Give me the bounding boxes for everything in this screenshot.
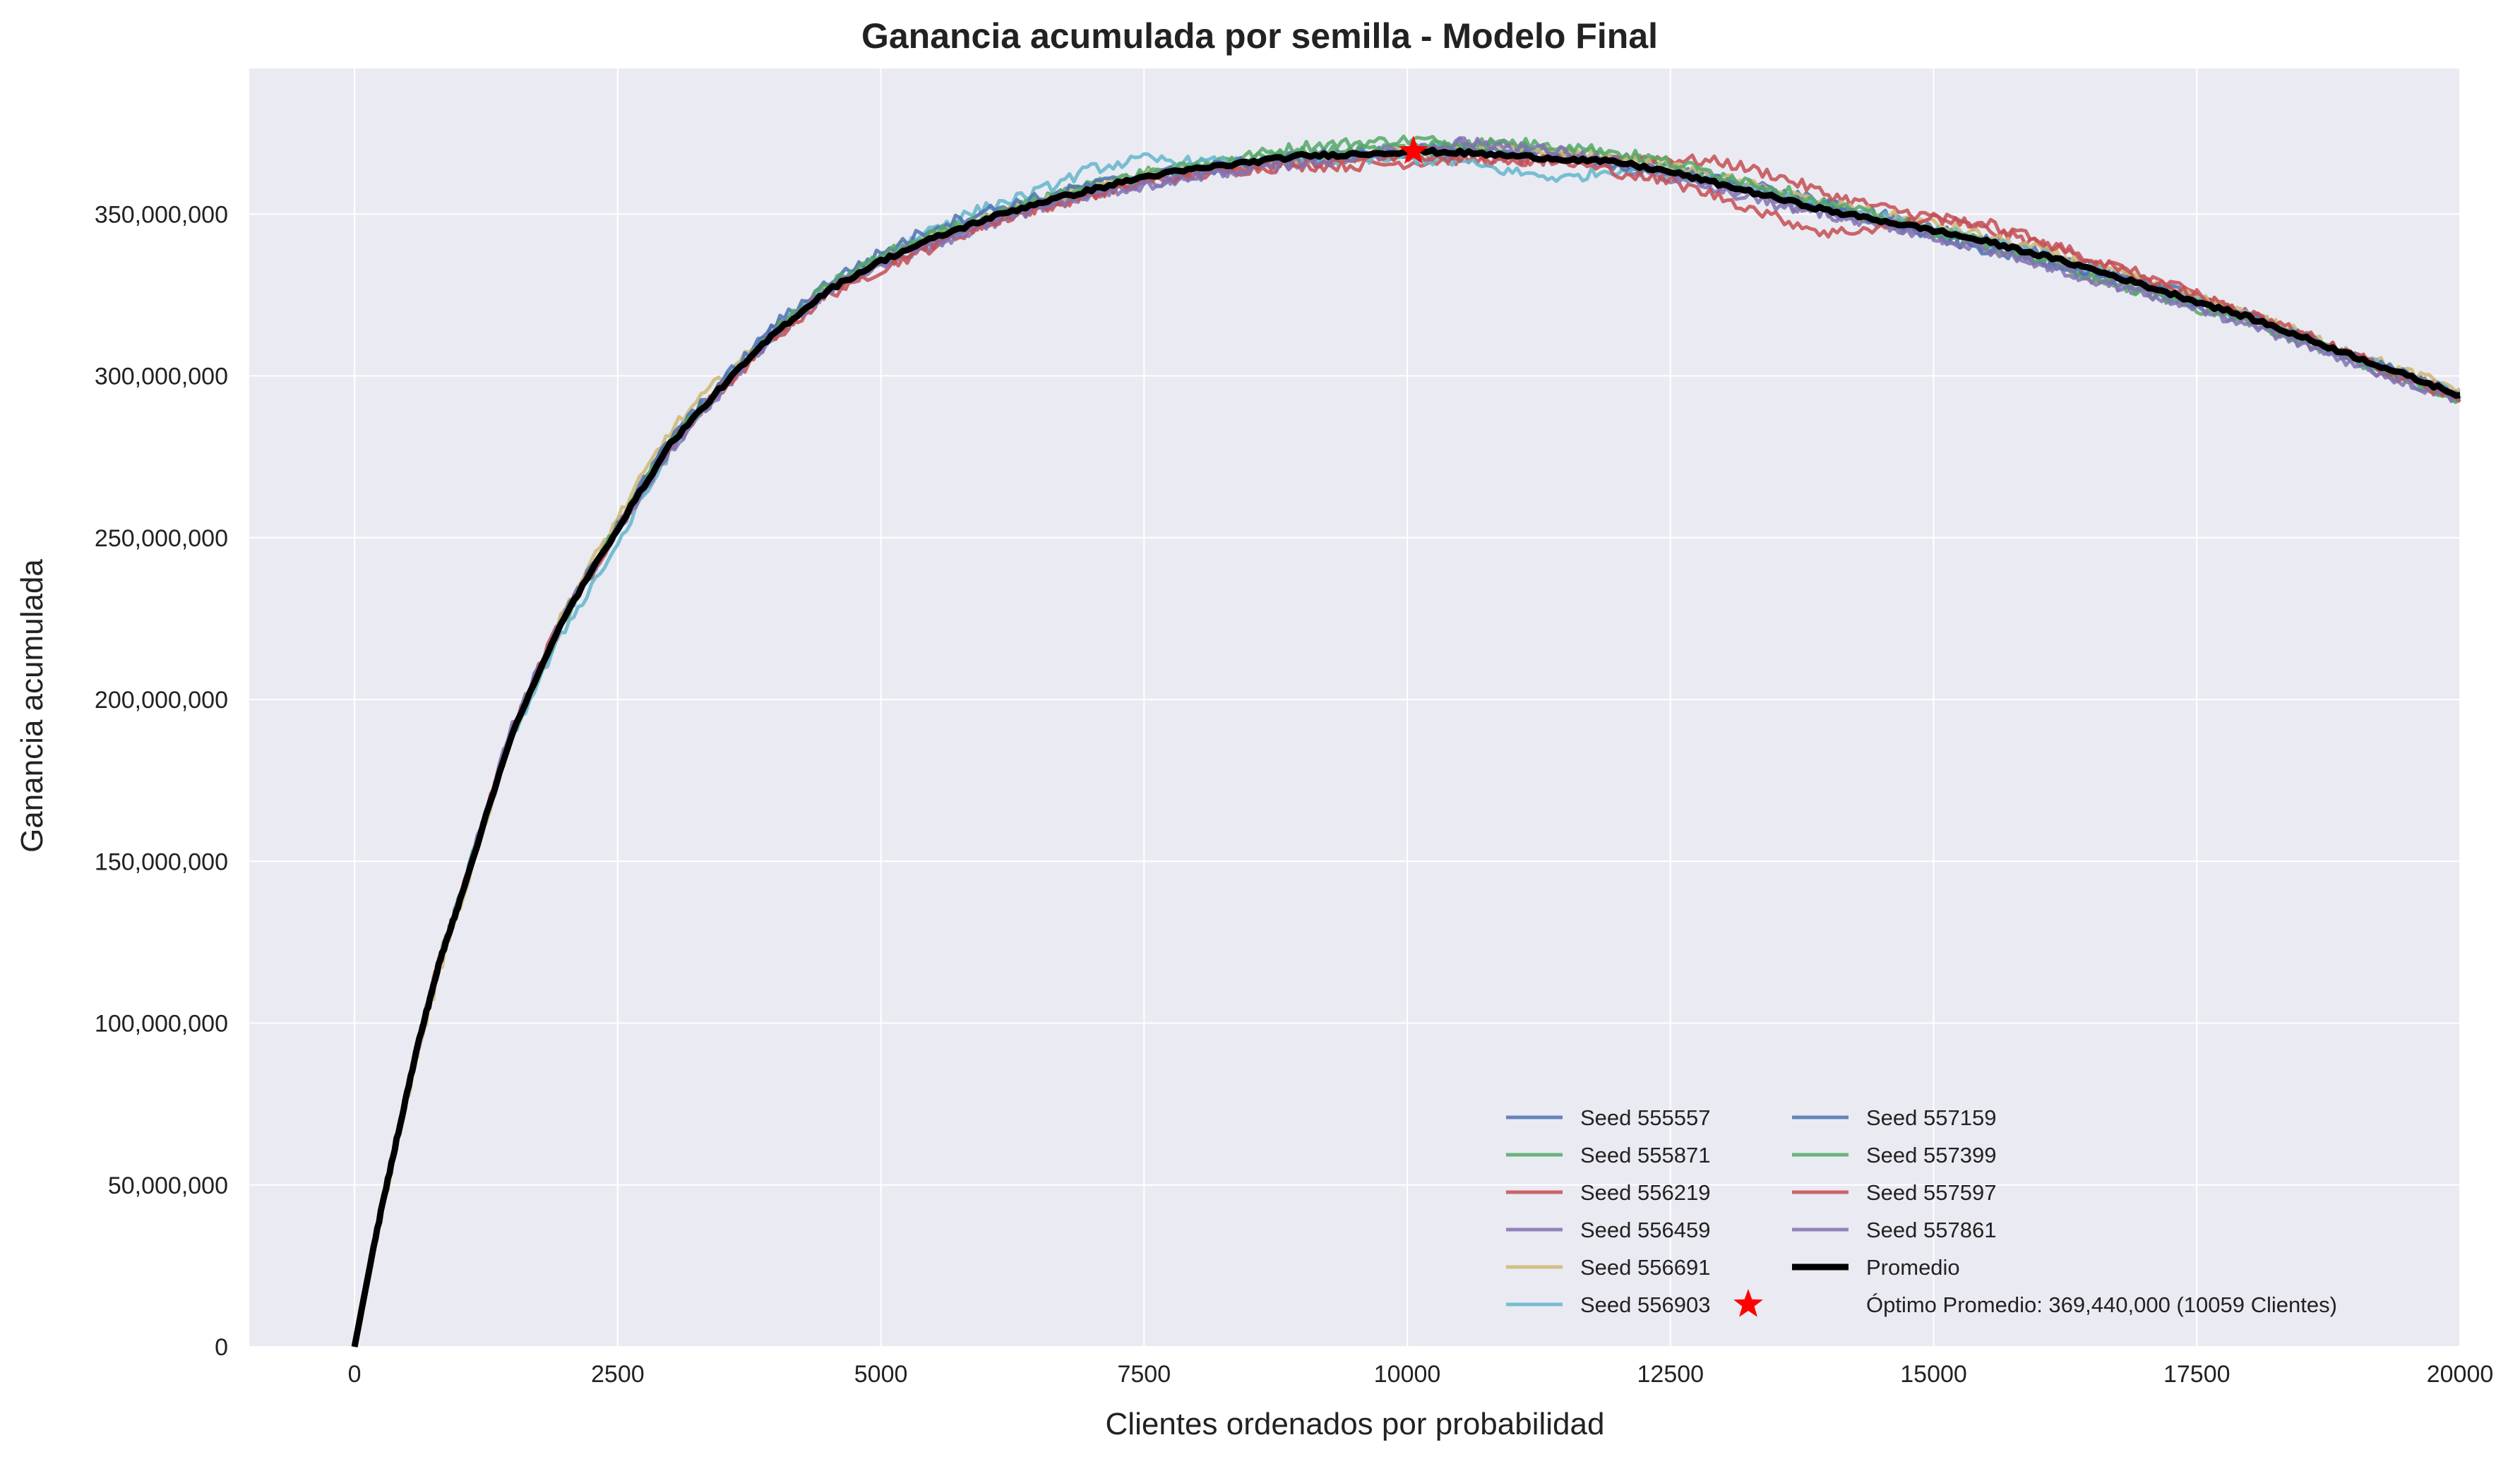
legend-label: Seed 556219: [1580, 1180, 1710, 1205]
y-axis-label: Ganancia acumulada: [15, 559, 49, 853]
legend-label: Seed 556903: [1580, 1292, 1710, 1317]
legend-label: Seed 557597: [1866, 1180, 1996, 1205]
y-tick-label: 150,000,000: [95, 848, 228, 875]
y-tick-label: 0: [215, 1334, 228, 1361]
legend-label: Seed 556459: [1580, 1218, 1710, 1242]
x-tick-label: 5000: [854, 1361, 908, 1388]
legend-label: Seed 557861: [1866, 1218, 1996, 1242]
legend-label-optimum: Óptimo Promedio: 369,440,000 (10059 Clie…: [1866, 1292, 2337, 1317]
x-axis-ticks: 0 2500 5000 7500 10000 12500 15000 17500 20000: [348, 1361, 2494, 1388]
x-tick-label: 0: [348, 1361, 362, 1388]
x-tick-label: 12500: [1637, 1361, 1704, 1388]
legend-label: Promedio: [1866, 1255, 1960, 1280]
x-tick-label: 20000: [2427, 1361, 2494, 1388]
y-tick-label: 350,000,000: [95, 201, 228, 228]
y-tick-label: 100,000,000: [95, 1011, 228, 1038]
legend-star-icon: [1733, 1289, 1763, 1317]
x-tick-label: 15000: [1900, 1361, 1967, 1388]
x-tick-label: 17500: [2163, 1361, 2231, 1388]
y-tick-label: 300,000,000: [95, 364, 228, 390]
legend: Seed 555557 Seed 555871 Seed 556219 Seed 55…: [1506, 1105, 2337, 1317]
x-tick-label: 7500: [1117, 1361, 1171, 1388]
optimum-star-marker: [1398, 136, 1428, 164]
x-tick-label: 2500: [591, 1361, 645, 1388]
legend-label: Seed 557159: [1866, 1105, 1996, 1130]
x-tick-label: 10000: [1374, 1361, 1441, 1388]
optimum-marker-layer: [1398, 136, 1428, 164]
legend-label: Seed 557399: [1866, 1143, 1996, 1167]
series-line-promedio: [351, 146, 2461, 1347]
grid-lines: [249, 68, 2461, 1347]
chart-title: Ganancia acumulada por semilla - Modelo …: [861, 16, 1658, 56]
series-layer: [351, 134, 2462, 1347]
plot-area: [249, 68, 2460, 1347]
y-axis-ticks: 0 50,000,000 100,000,000 150,000,000 200,000…: [95, 201, 228, 1361]
y-tick-label: 50,000,000: [108, 1172, 228, 1199]
legend-label: Seed 555557: [1580, 1105, 1710, 1130]
y-tick-label: 250,000,000: [95, 525, 228, 552]
legend-label: Seed 556691: [1580, 1255, 1710, 1280]
x-axis-label: Clientes ordenados por probabilidad: [1106, 1407, 1605, 1441]
y-tick-label: 200,000,000: [95, 687, 228, 714]
legend-label: Seed 555871: [1580, 1143, 1710, 1167]
